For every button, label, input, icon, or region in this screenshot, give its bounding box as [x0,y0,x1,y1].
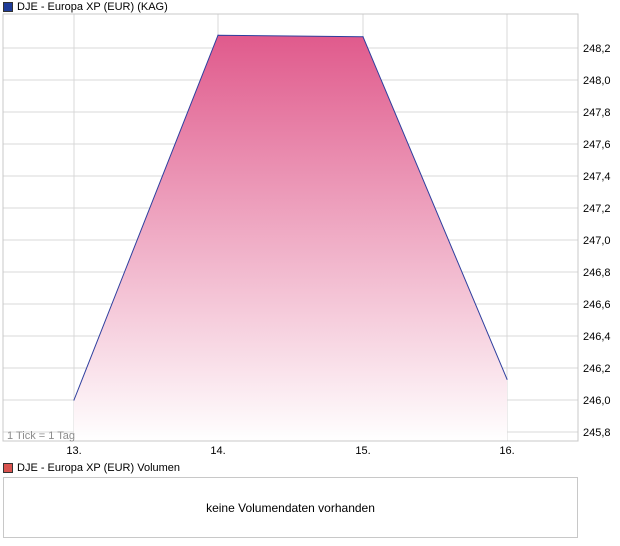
y-tick-label: 247,0 [583,235,611,247]
y-tick-label: 247,8 [583,107,611,119]
volume-empty-message: keine Volumendaten vorhanden [206,500,375,515]
price-point [362,36,364,38]
y-tick-label: 246,4 [583,331,611,343]
price-legend: DJE - Europa XP (EUR) (KAG) [3,0,168,14]
y-tick-label: 247,4 [583,171,611,183]
volume-panel: keine Volumendaten vorhanden [3,477,578,538]
x-tick-label: 14. [210,445,225,457]
y-tick-label: 248,2 [583,43,611,55]
tick-note: 1 Tick = 1 Tag [7,430,75,442]
y-tick-label: 246,8 [583,267,611,279]
y-tick-label: 247,2 [583,203,611,215]
y-tick-label: 246,2 [583,363,611,375]
volume-legend-swatch [3,463,13,473]
price-legend-label: DJE - Europa XP (EUR) (KAG) [17,1,168,13]
plot-frame [2,13,579,442]
y-tick-label: 246,6 [583,299,611,311]
price-area-fill [74,35,507,441]
y-tick-label: 247,6 [583,139,611,151]
volume-legend-label: DJE - Europa XP (EUR) Volumen [17,462,181,474]
x-tick-label: 15. [355,445,370,457]
y-tick-label: 246,0 [583,395,611,407]
price-legend-swatch [3,2,13,12]
y-tick-label: 245,8 [583,427,611,439]
x-tick-label: 16. [499,445,514,457]
price-point [73,399,75,401]
price-point [217,34,219,36]
y-tick-label: 248,0 [583,75,611,87]
price-line [73,34,508,401]
x-tick-label: 13. [66,445,81,457]
volume-legend: DJE - Europa XP (EUR) Volumen [3,461,180,475]
price-point [506,378,508,380]
